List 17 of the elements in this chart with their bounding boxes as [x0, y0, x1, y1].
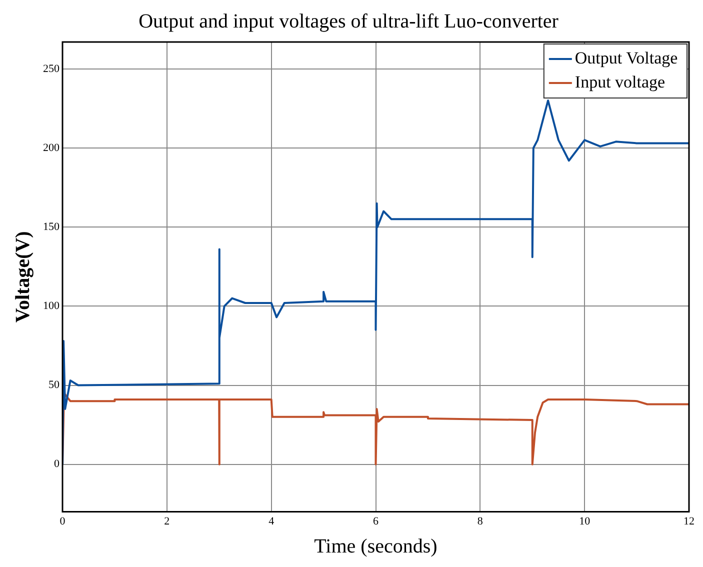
y-tick-label: 50: [48, 379, 60, 392]
y-tick-label: 100: [43, 300, 60, 312]
y-tick-label: 150: [43, 220, 60, 233]
y-tick-label: 200: [43, 142, 60, 154]
x-tick-label: 6: [373, 515, 379, 528]
y-tick-label: 0: [54, 458, 60, 470]
x-tick-label: 2: [164, 515, 170, 528]
y-axis-title: Voltage(V): [12, 231, 34, 323]
chart-title: Output and input voltages of ultra-lift Luo-converter: [138, 10, 559, 32]
x-tick-label: 10: [579, 515, 591, 528]
legend-label: Input voltage: [574, 72, 666, 92]
x-axis-title: Time (seconds): [314, 535, 438, 558]
y-tick-label: 250: [43, 62, 60, 75]
legend-label: Output Voltage: [574, 48, 678, 68]
x-tick-label: 8: [477, 515, 484, 528]
x-tick-label: 12: [684, 515, 694, 528]
x-tick-label: 4: [268, 515, 275, 528]
